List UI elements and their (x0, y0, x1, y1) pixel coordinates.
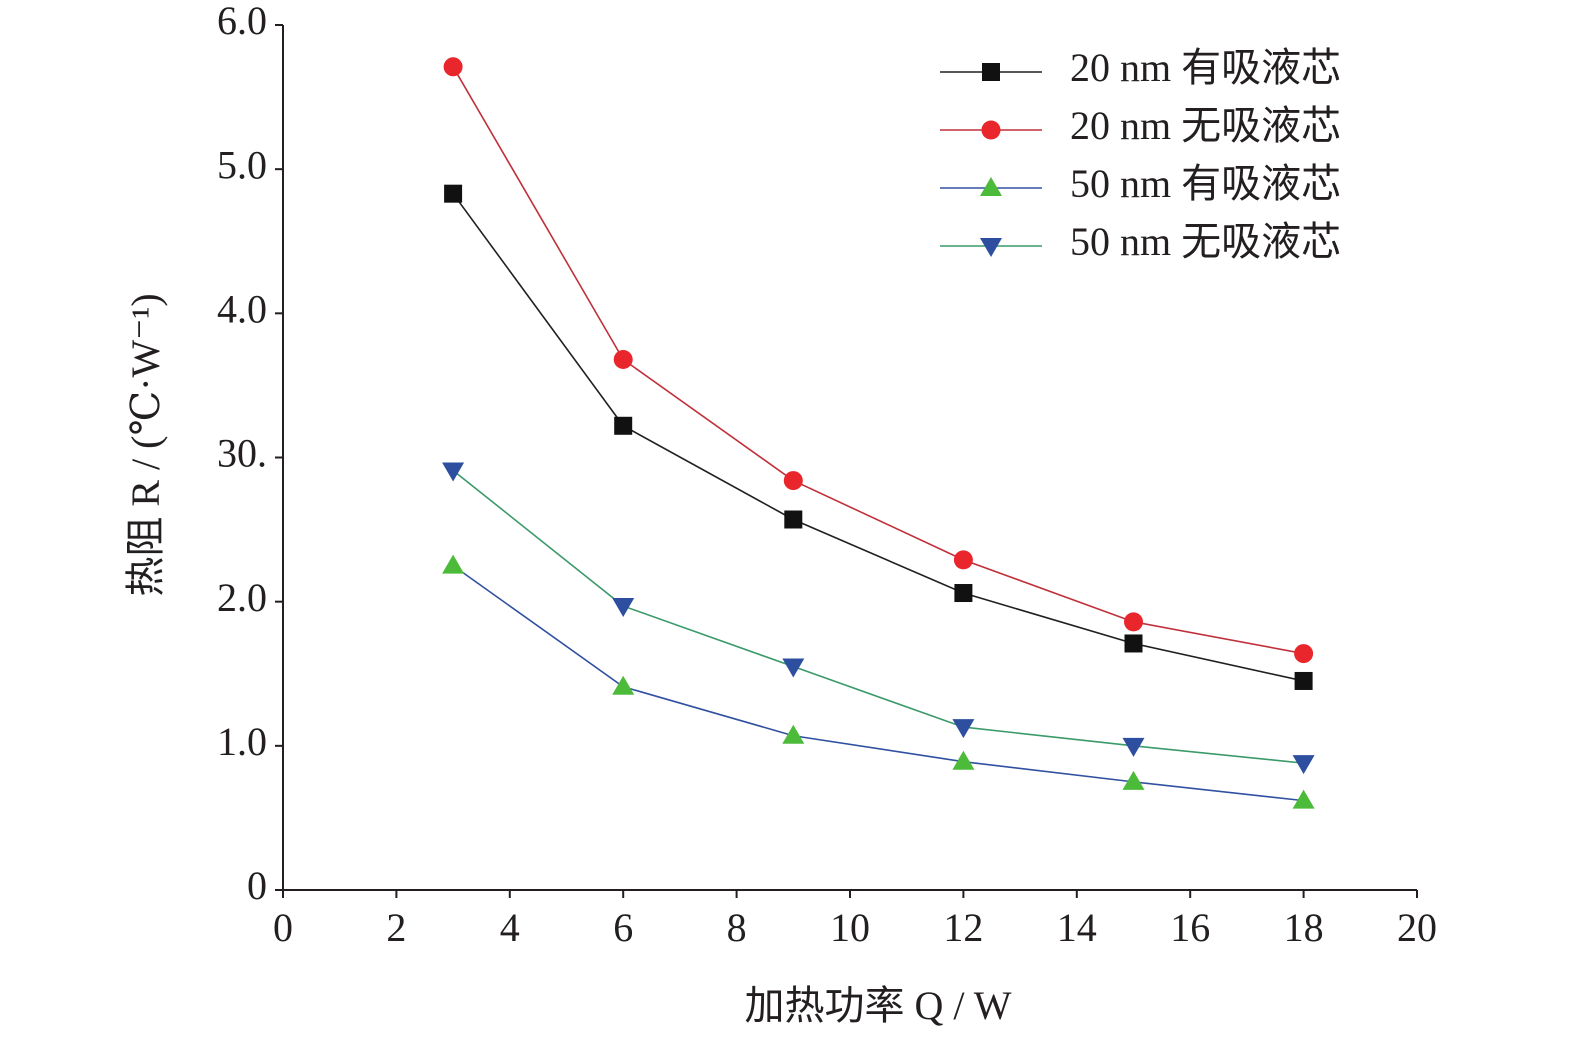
marker (952, 719, 975, 739)
marker (1294, 644, 1314, 664)
y-tick-label: 30. (217, 431, 267, 476)
marker (952, 750, 975, 770)
x-tick-label: 10 (830, 905, 870, 950)
series-line (452, 193, 1304, 682)
x-axis-label: 加热功率 Q / W (744, 983, 1011, 1028)
y-tick-label: 5.0 (217, 142, 267, 187)
y-tick-label: 2.0 (217, 575, 267, 620)
legend-marker (980, 238, 1002, 257)
y-tick-label: 6.0 (217, 0, 267, 43)
y-tick-label: 0 (247, 863, 267, 908)
marker (1294, 671, 1313, 690)
x-tick-label: 16 (1170, 905, 1210, 950)
marker (784, 510, 803, 529)
x-tick-label: 0 (273, 905, 293, 950)
marker (612, 675, 635, 695)
marker (442, 554, 465, 574)
marker (443, 57, 463, 77)
marker (614, 416, 633, 435)
series-line (452, 564, 1304, 802)
x-tick-label: 8 (727, 905, 747, 950)
marker (1122, 737, 1145, 757)
marker (1124, 612, 1143, 632)
series-line (452, 66, 1304, 655)
x-tick-label: 6 (613, 905, 633, 950)
legend-label: 50 nm 无吸液芯 (1070, 219, 1341, 264)
marker (782, 724, 805, 744)
marker (613, 349, 633, 369)
marker (954, 584, 973, 603)
marker (1124, 634, 1143, 653)
x-tick-label: 2 (386, 905, 406, 950)
y-axis-label: 热阻 R / (℃·W⁻¹) (123, 293, 168, 596)
marker (442, 462, 465, 482)
marker (1292, 755, 1315, 775)
x-tick-label: 12 (943, 905, 983, 950)
marker (783, 471, 803, 491)
marker (444, 184, 463, 203)
legend-marker (981, 120, 1001, 140)
x-tick-label: 4 (500, 905, 520, 950)
y-tick-label: 1.0 (217, 719, 267, 764)
legend-marker (982, 63, 1000, 81)
x-tick-label: 20 (1397, 905, 1437, 950)
marker (1122, 770, 1145, 790)
legend-label: 20 nm 无吸液芯 (1070, 103, 1341, 148)
legend-label: 50 nm 有吸液芯 (1070, 161, 1341, 206)
x-tick-label: 18 (1284, 905, 1324, 950)
marker (612, 597, 635, 617)
legend-marker (980, 177, 1002, 196)
legend-label: 20 nm 有吸液芯 (1070, 45, 1341, 90)
series-line (452, 469, 1304, 764)
y-tick-label: 4.0 (217, 287, 267, 332)
marker (782, 658, 805, 678)
marker (953, 550, 973, 570)
marker (1292, 789, 1315, 809)
x-tick-label: 14 (1057, 905, 1097, 950)
